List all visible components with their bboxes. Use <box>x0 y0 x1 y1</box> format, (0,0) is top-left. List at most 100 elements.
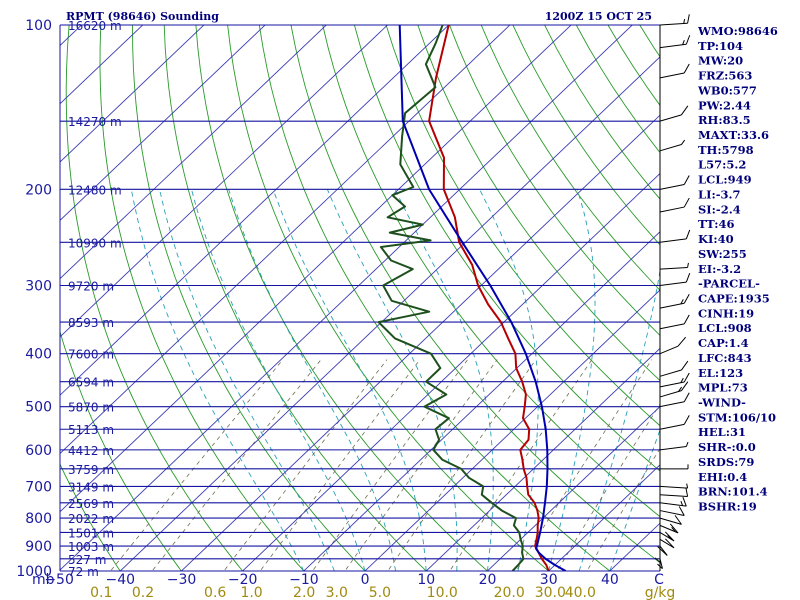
mixing-ratio-line <box>344 359 498 571</box>
wind-barb-flag <box>686 483 689 489</box>
wind-barb-shaft <box>659 22 688 26</box>
pressure-tick-label: 300 <box>25 279 52 295</box>
index-entry: TH:5798 <box>698 143 754 157</box>
wind-barb-flag <box>683 372 690 383</box>
wind-barb-flag <box>681 139 686 145</box>
wind-barbs <box>654 14 691 571</box>
dry-adiabat-line <box>195 25 489 571</box>
dry-adiabat-line <box>227 25 550 571</box>
index-entry: WB0:577 <box>697 83 757 97</box>
height-label: 16620 m <box>68 19 122 33</box>
temperature-tick-label: 40 <box>601 572 619 588</box>
wind-barb-shaft <box>659 183 685 190</box>
mixing-ratio-tick-label: 0.2 <box>132 585 154 600</box>
wind-barb <box>659 63 690 79</box>
dry-adiabat-line <box>60 330 182 571</box>
wind-barb <box>659 381 689 398</box>
dry-adiabat-line <box>163 25 427 571</box>
index-entry: -WIND- <box>698 396 746 410</box>
wind-barb-flag <box>685 272 691 283</box>
temperature-tick-label: −50 <box>44 572 74 588</box>
temperature-tick-label: −30 <box>167 572 197 588</box>
wind-barb-flag <box>680 377 684 383</box>
pressure-tick-label: 700 <box>25 479 52 495</box>
index-entry: MW:20 <box>698 54 743 68</box>
wind-barb <box>659 392 690 408</box>
pressure-axis-unit: mb <box>32 572 55 588</box>
index-entry: SHR-:0.0 <box>698 440 756 454</box>
temperature-tick-label: 20 <box>479 572 497 588</box>
wind-barb <box>659 523 679 534</box>
wind-barb-flag <box>683 197 690 208</box>
height-label: 9720 m <box>68 280 114 294</box>
dewpoint-profile <box>377 25 525 571</box>
mixing-ratio-axis-unit: g/kg <box>645 585 676 600</box>
dry-adiabat-line <box>290 25 660 564</box>
pressure-tick-label: 600 <box>25 443 52 459</box>
mixing-ratio-tick-label: 20.0 <box>494 585 525 600</box>
wind-barb <box>659 272 691 287</box>
wind-barb <box>659 496 687 507</box>
wind-barb-flag <box>683 392 690 402</box>
index-entry: LI:-3.7 <box>698 187 741 201</box>
height-label: 7600 m <box>68 348 114 362</box>
wind-barb <box>659 14 690 26</box>
wind-barb <box>659 105 689 122</box>
wind-barb-flag <box>657 563 663 569</box>
wind-barb-flag <box>681 360 689 371</box>
wind-barb-flag <box>683 18 686 24</box>
height-label: 5113 m <box>68 423 114 437</box>
index-entry: EI:-3.2 <box>698 262 741 276</box>
isotherm-line <box>60 25 633 571</box>
isotherm-line <box>364 289 660 571</box>
temperature-tick-label: 10 <box>417 572 435 588</box>
wind-barb-shaft <box>659 302 685 309</box>
index-entry: LCL:949 <box>698 173 752 187</box>
moist-adiabat-line <box>191 189 366 571</box>
height-label: 2022 m <box>68 512 114 526</box>
wind-barb-flag <box>654 557 661 563</box>
isotherm-line <box>486 405 660 571</box>
mixing-ratio-tick-label: 0.6 <box>204 585 226 600</box>
height-label: 8593 m <box>68 316 114 330</box>
index-entry: TT:46 <box>698 217 735 231</box>
dry-adiabat-line <box>449 25 660 337</box>
mixing-ratio-tick-label: 3.0 <box>326 585 348 600</box>
wind-barb <box>659 415 690 430</box>
isotherm-line <box>60 25 205 163</box>
height-label: 14270 m <box>68 115 122 129</box>
height-label: 1501 m <box>68 526 114 540</box>
wind-barb <box>659 441 689 451</box>
wind-barb <box>659 262 689 270</box>
index-entry: SRDS:79 <box>698 455 754 469</box>
isotherm-line <box>303 231 660 571</box>
wind-barb <box>659 293 690 309</box>
isotherm-line <box>547 464 660 571</box>
wind-barb-flag <box>671 527 676 533</box>
wind-barb-flag <box>680 299 684 305</box>
wind-barb <box>659 35 691 49</box>
index-entry: PW:2.44 <box>698 98 751 112</box>
wind-barb-flag <box>687 14 690 24</box>
temperature-tick-label: 30 <box>540 572 558 588</box>
isotherm-line <box>180 114 660 571</box>
wind-barb-shaft <box>659 369 682 377</box>
mixing-ratio-line <box>312 359 469 571</box>
wind-barb-shaft <box>659 281 687 287</box>
wind-barb-shaft <box>659 114 682 122</box>
dry-adiabat-line <box>385 25 660 427</box>
wind-barb <box>660 464 689 470</box>
chart-title: RPMT (98646) Sounding <box>66 10 219 23</box>
height-label: 12480 m <box>68 183 122 197</box>
dry-adiabat-line <box>417 25 660 382</box>
temperature-tick-label: −10 <box>289 572 319 588</box>
wind-barb-flag <box>664 538 675 549</box>
isotherm-line <box>60 25 266 221</box>
wind-barb-shaft <box>659 446 687 451</box>
index-entry: EL:123 <box>698 366 743 380</box>
height-label: 527 m <box>68 553 106 567</box>
height-label: 4412 m <box>68 444 114 458</box>
wind-barb-flag <box>685 229 691 240</box>
moist-adiabat-line <box>272 189 427 571</box>
wind-barb-flag <box>677 336 687 347</box>
